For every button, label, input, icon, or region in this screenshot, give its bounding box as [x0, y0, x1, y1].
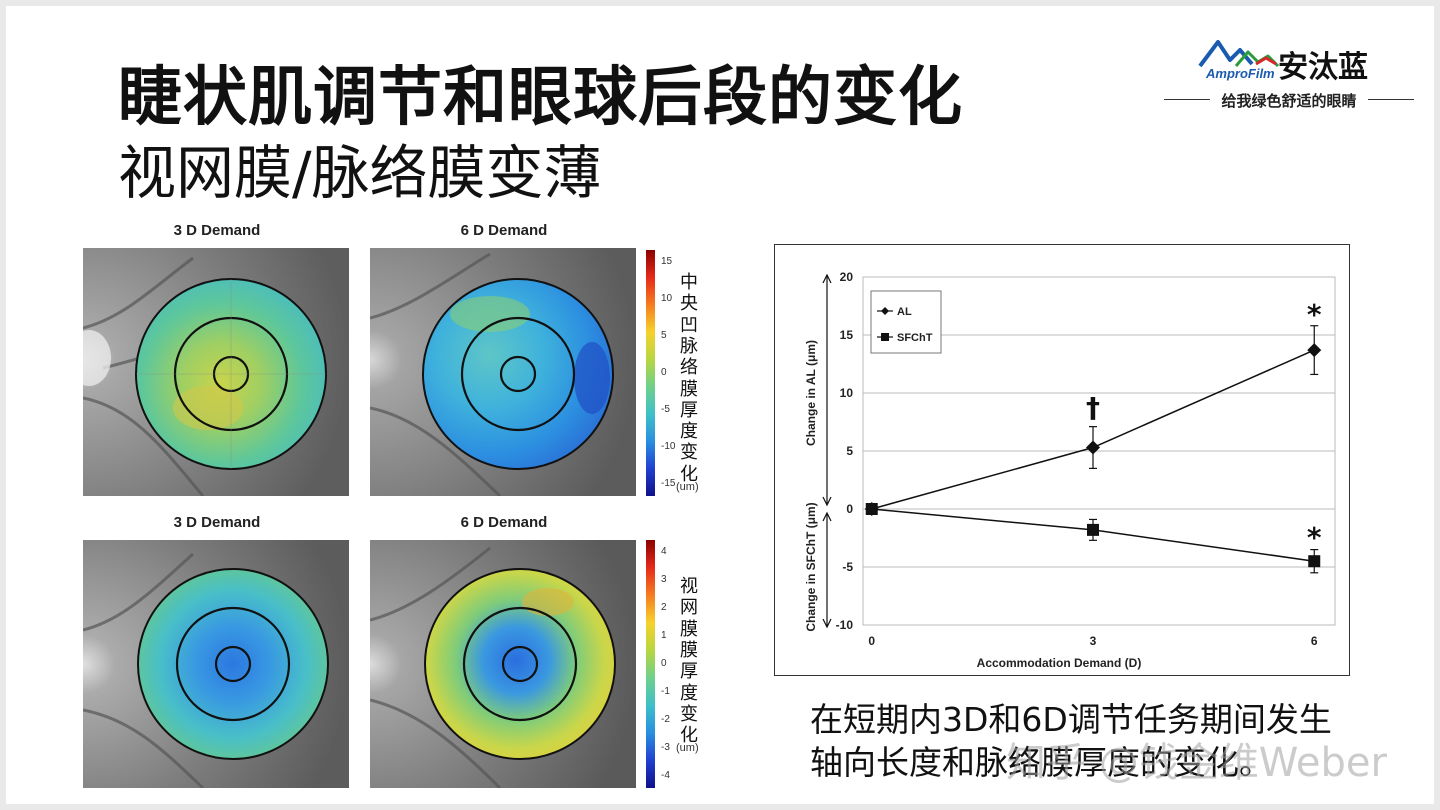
y-axis-arrow-sfcht-head-bottom [822, 618, 832, 629]
brand-logo: AmproFilm 安汰蓝 给我绿色舒适的眼睛 [1164, 36, 1422, 116]
colorbar-choroid-unit: (um) [676, 481, 699, 493]
colorbar-choroid-label-char: 中 [680, 272, 698, 292]
legend-box [870, 290, 942, 354]
colorbar-choroid-label-char: 变 [680, 442, 698, 463]
watermark: 知乎 @钱金维Weber [1006, 740, 1387, 786]
line-chart: 20 15 10 5 0 -5 -10 0 3 6 Accommodation Demand (D)… [804, 270, 1336, 670]
y-axis-arrow-al-head-bottom [822, 496, 832, 507]
colorbar-choroid-label-char: 度 [680, 421, 698, 442]
legend-marker-diamond [881, 307, 889, 315]
slide: 睫状肌调节和眼球后段的变化 视网膜/脉络膜变薄 AmproFilm 安汰蓝 给我… [6, 6, 1434, 804]
colorbar-retina-label-char: 度 [680, 682, 698, 703]
legend-label: SFChT [897, 332, 933, 344]
y-tick-label: -5 [842, 560, 853, 574]
retina-map-6d [370, 540, 636, 788]
colorbar-retina-label-char: 化 [680, 725, 698, 746]
colorbar-choroid-tick-label: 5 [661, 330, 667, 342]
colorbar-choroid-label-char: 凹 [680, 314, 698, 335]
data-point-sfcht [1308, 555, 1321, 568]
x-tick-label: 3 [1090, 634, 1097, 648]
map-label-top-right: 6 D Demand [460, 222, 548, 239]
y-axis-arrow-sfcht-head-top [822, 511, 832, 522]
caption: 在短期内3D和6D调节任务期间发生 轴向长度和脉络膜厚度的变化。 [810, 698, 1430, 784]
colorbar-choroid-label-char: 央 [680, 293, 698, 314]
caption-line-2: 轴向长度和脉络膜厚度的变化。 [810, 743, 1272, 782]
x-tick-label: 0 [868, 634, 875, 648]
significance-marker: † [1086, 391, 1100, 424]
colorbar-choroid-label-char: 络 [680, 357, 698, 378]
colorbar-choroid-tick-label: -5 [661, 403, 670, 415]
x-axis-label: Accommodation Demand (D) [977, 656, 1142, 670]
page-title: 睫状肌调节和眼球后段的变化 [118, 61, 963, 135]
colorbar-choroid-tick-label: 0 [661, 367, 667, 378]
chart-panel: 20 15 10 5 0 -5 -10 0 3 6 Accommodation Demand (D)… [774, 244, 1350, 676]
slogan: 给我绿色舒适的眼睛 [1221, 93, 1357, 110]
y-tick-label: 10 [840, 386, 854, 400]
legend-label: AL [897, 306, 912, 318]
colorbar-retina-tick-label: 4 [661, 546, 667, 558]
colorbar-choroid-tick-label: 10 [661, 293, 673, 305]
data-point-sfcht [1087, 523, 1099, 536]
y-axis-label-sfcht: Change in SFChT (μm) [804, 502, 818, 631]
data-point-al [1086, 440, 1100, 455]
y-axis-label-al: Change in AL (μm) [804, 340, 818, 446]
colorbar-retina-label-char: 膜 [680, 618, 698, 639]
colorbar-retina-label-char: 厚 [680, 661, 698, 682]
colorbar-retina-tick-label: 0 [661, 658, 667, 669]
legend-marker-square [881, 333, 889, 341]
colorbar-choroid-label-char: 化 [680, 463, 698, 484]
y-tick-label: 5 [846, 444, 853, 458]
retina-map-3d [83, 540, 349, 788]
colorbar-choroid-tick-label: -15 [661, 477, 676, 489]
colorbar-retina-label-char: 视 [680, 576, 698, 596]
significance-marker: * [1307, 298, 1322, 331]
data-point-sfcht [865, 503, 878, 515]
slogan-row: 给我绿色舒适的眼睛 [1164, 90, 1414, 110]
colorbar-retina-label-char: 网 [680, 597, 698, 618]
colorbar-retina-tick-label: 1 [661, 630, 667, 642]
y-axis-arrow-al-head-top [822, 273, 832, 284]
colorbar-choroid [646, 250, 655, 496]
page-subtitle: 视网膜/脉络膜变薄 [118, 139, 602, 207]
x-tick-label: 6 [1311, 634, 1318, 648]
plot-area [862, 276, 1336, 626]
colorbar-retina [646, 540, 655, 788]
colorbar-retina-tick-label: -2 [661, 713, 670, 725]
slogan-divider-left [1164, 99, 1210, 100]
map-label-bottom-left: 3 D Demand [173, 514, 261, 531]
caption-line-1: 在短期内3D和6D调节任务期间发生 [810, 700, 1332, 739]
colorbar-choroid-label-char: 脉 [680, 335, 698, 356]
slogan-divider-right [1368, 99, 1414, 100]
colorbar-choroid-tick-label: -10 [661, 440, 676, 452]
colorbar-choroid-tick-label: 15 [661, 256, 673, 268]
colorbar-choroid-label-char: 膜 [680, 378, 698, 399]
fundus-image [370, 248, 636, 496]
y-tick-label: 15 [840, 328, 854, 342]
colorbar-retina-label-char: 变 [680, 703, 698, 724]
y-tick-label: -10 [836, 618, 854, 632]
colorbar-retina-tick-label: -1 [661, 685, 670, 697]
colorbar-choroid-label-char: 厚 [680, 399, 698, 420]
significance-marker: * [1307, 521, 1322, 554]
choroid-map-6d [370, 248, 636, 496]
colorbar-retina-tick-label: -3 [661, 741, 670, 753]
map-label-bottom-right: 6 D Demand [460, 514, 548, 531]
colorbar-retina-unit: (um) [676, 742, 699, 754]
fundus-image [83, 248, 349, 496]
brand-name-cn: 安汰蓝 [1278, 50, 1368, 85]
brand-name-en: AmproFilm [1206, 66, 1275, 81]
choroid-map-3d [83, 248, 349, 496]
colorbar-retina-tick-label: -4 [661, 769, 670, 781]
colorbar-retina-label-char: 膜 [680, 639, 698, 660]
mountain-logo-icon [1198, 40, 1280, 68]
colorbar-retina-tick-label: 2 [661, 602, 667, 614]
map-label-top-left: 3 D Demand [173, 222, 261, 239]
y-tick-label: 20 [840, 270, 854, 284]
colorbar-retina-tick-label: 3 [661, 574, 667, 586]
fundus-image [370, 540, 636, 788]
data-point-al [1307, 343, 1322, 358]
y-tick-label: 0 [846, 502, 853, 516]
fundus-image [83, 540, 349, 788]
